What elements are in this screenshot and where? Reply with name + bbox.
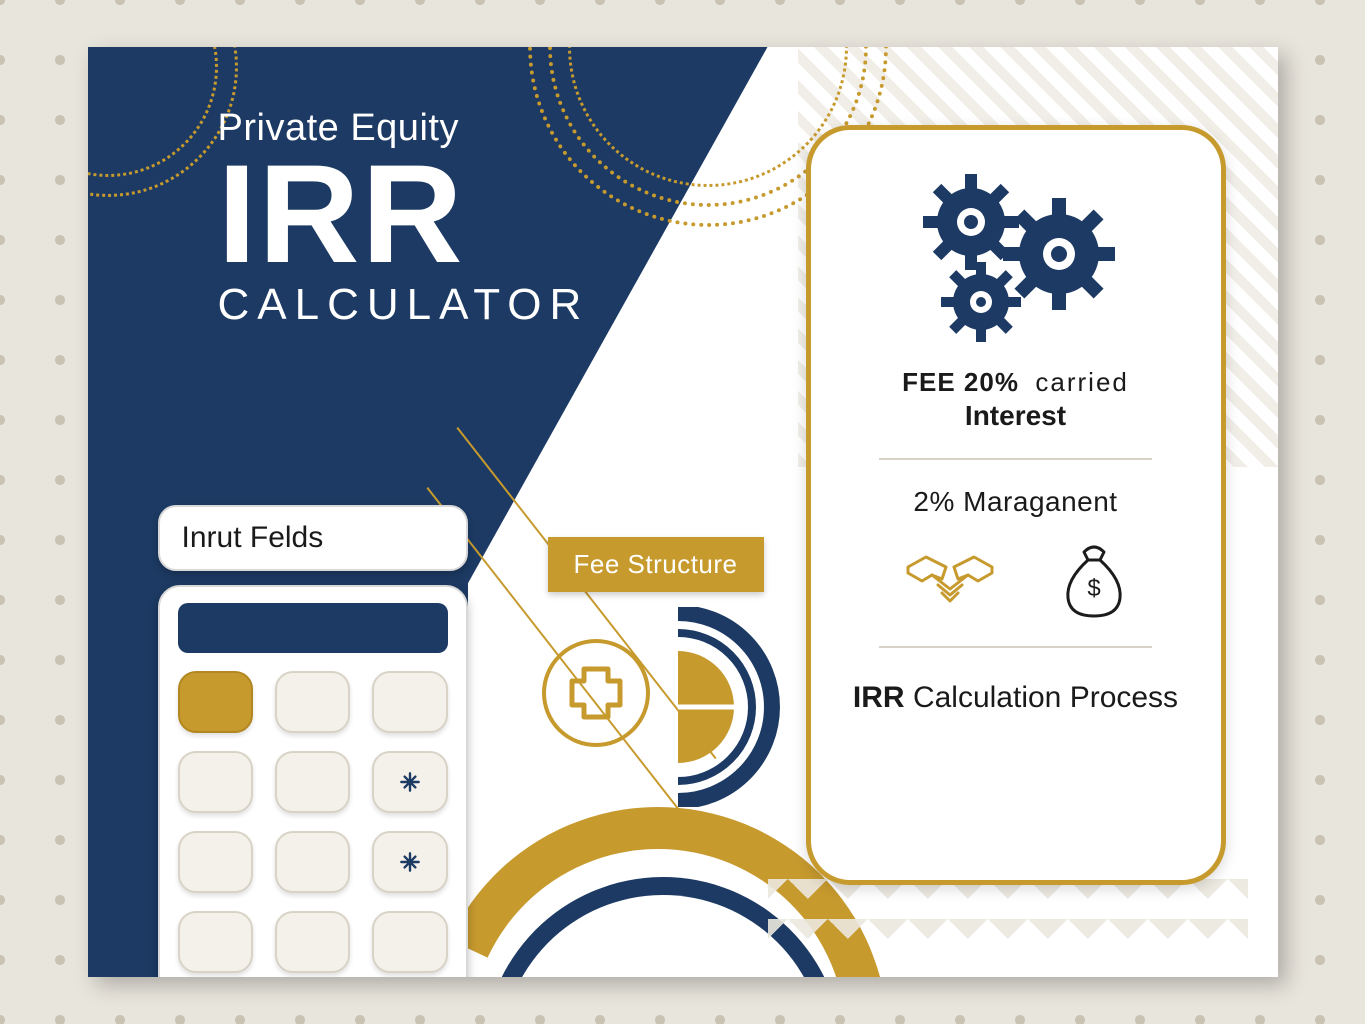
divider	[879, 646, 1153, 648]
divider	[879, 458, 1153, 460]
title-block: Private Equity IRR CALCULATOR	[218, 107, 590, 330]
input-fields-label: Inrut Felds	[158, 505, 468, 571]
plus-circle-icon	[536, 633, 656, 758]
calculator-panel: Inrut Felds	[158, 505, 468, 977]
irr-bold: IRR	[853, 681, 905, 714]
calculator-key[interactable]	[372, 671, 447, 733]
gears-icon	[911, 164, 1121, 349]
calculator-key[interactable]	[372, 751, 447, 813]
infographic-card: Private Equity IRR CALCULATOR Inrut Feld…	[88, 47, 1278, 977]
fee-suffix: carried	[1035, 367, 1128, 397]
calculator-key[interactable]	[275, 671, 350, 733]
calculator-key[interactable]	[275, 831, 350, 893]
fee-prefix: FEE	[902, 367, 956, 397]
keypad-symbol-icon	[397, 849, 423, 875]
calculator-key[interactable]	[372, 911, 447, 973]
half-pie-icon	[668, 607, 798, 812]
calculator-body	[158, 585, 468, 977]
calculator-key[interactable]	[178, 751, 253, 813]
management-fee-text: 2% Maraganent	[913, 486, 1117, 518]
handshake-icon	[902, 545, 998, 615]
fee-line-2: Interest	[965, 400, 1066, 432]
keypad-symbol-icon	[397, 769, 423, 795]
calculator-key[interactable]	[178, 911, 253, 973]
icon-row: $	[902, 540, 1130, 620]
calculator-key[interactable]	[372, 831, 447, 893]
calculator-key[interactable]	[178, 671, 253, 733]
calculator-key[interactable]	[275, 911, 350, 973]
fee-percent: 20%	[964, 367, 1019, 397]
svg-text:$: $	[1087, 575, 1100, 602]
calculator-key[interactable]	[275, 751, 350, 813]
info-card: FEE 20% carried Interest 2% Maraganent	[806, 125, 1226, 885]
irr-rest: Calculation Process	[913, 681, 1178, 714]
fee-line-1: FEE 20% carried	[902, 367, 1129, 398]
zigzag-decoration	[768, 879, 1248, 949]
calculator-screen	[178, 603, 448, 653]
title-sub: CALCULATOR	[218, 280, 590, 330]
title-main: IRR	[218, 144, 590, 284]
fee-structure-label: Fee Structure	[548, 537, 764, 592]
money-bag-icon: $	[1058, 540, 1130, 620]
calculator-keypad	[178, 671, 448, 973]
calculator-key[interactable]	[178, 831, 253, 893]
irr-process-title: IRR Calculation Process	[853, 678, 1178, 717]
